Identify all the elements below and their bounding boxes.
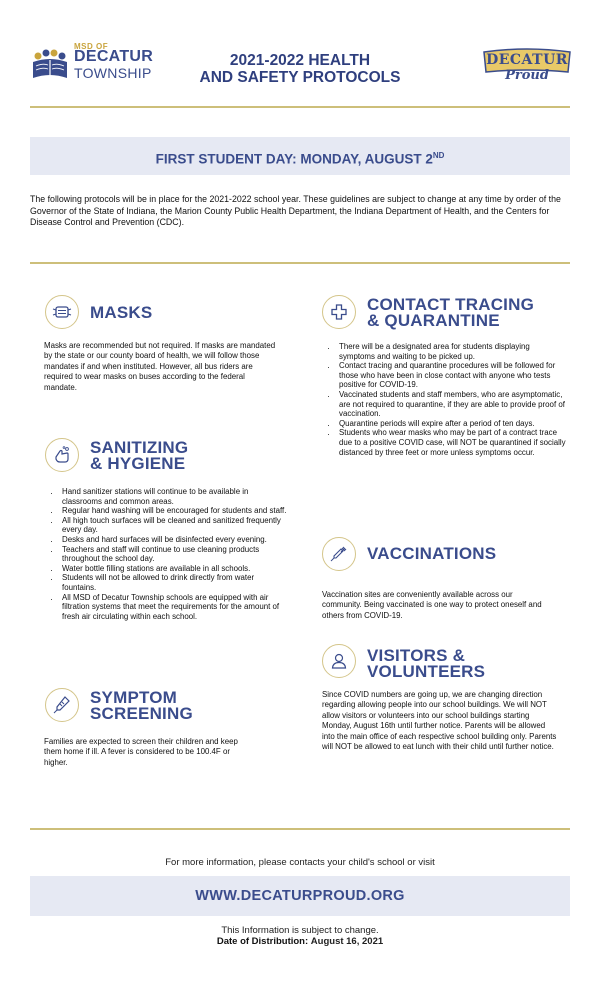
distribution-line: Date of Distribution: August 16, 2021 — [0, 936, 600, 947]
distribution-label: Date of Distribution: — [216, 936, 309, 947]
logo-sub-text: MSD OF — [74, 42, 109, 51]
medical-cross-icon-badge — [322, 295, 356, 329]
first-day-suffix: ND — [432, 151, 445, 160]
thermometer-icon-badge — [45, 688, 79, 722]
list-item: Quarantine periods will expire after a p… — [337, 419, 567, 429]
contact-title-line2: & QUARANTINE — [367, 311, 500, 330]
list-item: Desks and hard surfaces will be disinfec… — [60, 535, 288, 545]
medical-cross-icon — [331, 304, 347, 320]
logo-township-text: TOWNSHIP — [74, 65, 152, 81]
mask-icon — [52, 306, 72, 318]
hand-wash-icon-badge — [45, 438, 79, 472]
list-item: Students will not be allowed to drink di… — [60, 573, 288, 592]
intro-divider — [30, 262, 570, 264]
district-logo: MSD OF DECATUR TOWNSHIP — [30, 42, 160, 86]
list-item: All MSD of Decatur Township schools are … — [60, 593, 288, 622]
more-info-text: For more information, please contacts yo… — [165, 857, 435, 868]
visitors-text: Since COVID numbers are going up, we are… — [322, 690, 557, 752]
vaccinations-text: Vaccination sites are conveniently avail… — [322, 590, 542, 620]
symptom-title-line2: SCREENING — [90, 704, 193, 723]
list-item: All high touch surfaces will be cleaned … — [60, 516, 288, 535]
proud-logo-word2: Proud — [505, 68, 549, 83]
sanitizing-title: SANITIZING & HYGIENE — [90, 438, 189, 473]
district-logo-emblem-icon — [33, 49, 67, 78]
person-icon — [331, 653, 347, 669]
visitors-title: VISITORS & VOLUNTEERS — [367, 646, 486, 681]
syringe-icon — [330, 546, 347, 562]
masks-text: Masks are recommended but not required. … — [44, 341, 276, 392]
list-item: There will be a designated area for stud… — [337, 342, 567, 361]
change-note: This Information is subject to change. — [221, 925, 379, 936]
sanitizing-title-line1: SANITIZING — [90, 438, 189, 457]
page-title-line2: AND SAFETY PROTOCOLS — [199, 69, 401, 86]
mask-icon-badge — [45, 295, 79, 329]
thermometer-icon — [53, 696, 70, 714]
symptom-text: Families are expected to screen their ch… — [44, 737, 238, 767]
intro-paragraph: The following protocols will be in place… — [30, 194, 561, 228]
hand-wash-icon — [55, 446, 69, 463]
first-day-label: FIRST STUDENT DAY: MONDAY, AUGUST 2 — [155, 151, 433, 167]
list-item: Contact tracing and quarantine procedure… — [337, 361, 567, 390]
person-icon-badge — [322, 644, 356, 678]
distribution-date: August 16, 2021 — [310, 936, 384, 947]
header-divider — [30, 106, 570, 108]
symptom-title-line1: SYMPTOM — [90, 688, 178, 707]
list-item: Hand sanitizer stations will continue to… — [60, 487, 288, 506]
website-banner: WWW.DECATURPROUD.ORG — [30, 876, 570, 916]
symptom-title: SYMPTOM SCREENING — [90, 688, 193, 723]
list-item: Regular hand washing will be encouraged … — [60, 506, 288, 516]
syringe-icon-badge — [322, 537, 356, 571]
first-day-text: FIRST STUDENT DAY: MONDAY, AUGUST 2ND — [30, 137, 570, 179]
page-title: 2021-2022 HEALTH AND SAFETY PROTOCOLS — [180, 52, 420, 86]
logo-main-text: DECATUR — [74, 48, 154, 65]
page-title-line1: 2021-2022 HEALTH — [229, 52, 371, 69]
vaccinations-title: VACCINATIONS — [367, 544, 497, 563]
contact-title-line1: CONTACT TRACING — [367, 295, 534, 314]
contact-title: CONTACT TRACING & QUARANTINE — [367, 295, 534, 330]
list-item: Vaccinated students and staff members, w… — [337, 390, 567, 419]
visitors-title-line1: VISITORS & — [367, 646, 466, 665]
list-item: Water bottle filling stations are availa… — [60, 564, 288, 574]
decatur-proud-logo: DECATUR Proud — [482, 46, 572, 86]
proud-logo-word1: DECATUR — [486, 52, 568, 68]
sanitizing-list: Hand sanitizer stations will continue to… — [46, 487, 288, 621]
website-link[interactable]: WWW.DECATURPROUD.ORG — [195, 888, 405, 904]
first-day-banner: FIRST STUDENT DAY: MONDAY, AUGUST 2ND — [30, 137, 570, 175]
contact-list: There will be a designated area for stud… — [323, 342, 567, 457]
list-item: Students who wear masks who may be part … — [337, 428, 567, 457]
decatur-proud-badge-icon — [483, 48, 571, 73]
sanitizing-title-line2: & HYGIENE — [90, 454, 186, 473]
visitors-title-line2: VOLUNTEERS — [367, 662, 486, 681]
masks-title: MASKS — [90, 303, 153, 322]
list-item: Teachers and staff will continue to use … — [60, 545, 288, 564]
footer-divider — [30, 828, 570, 830]
